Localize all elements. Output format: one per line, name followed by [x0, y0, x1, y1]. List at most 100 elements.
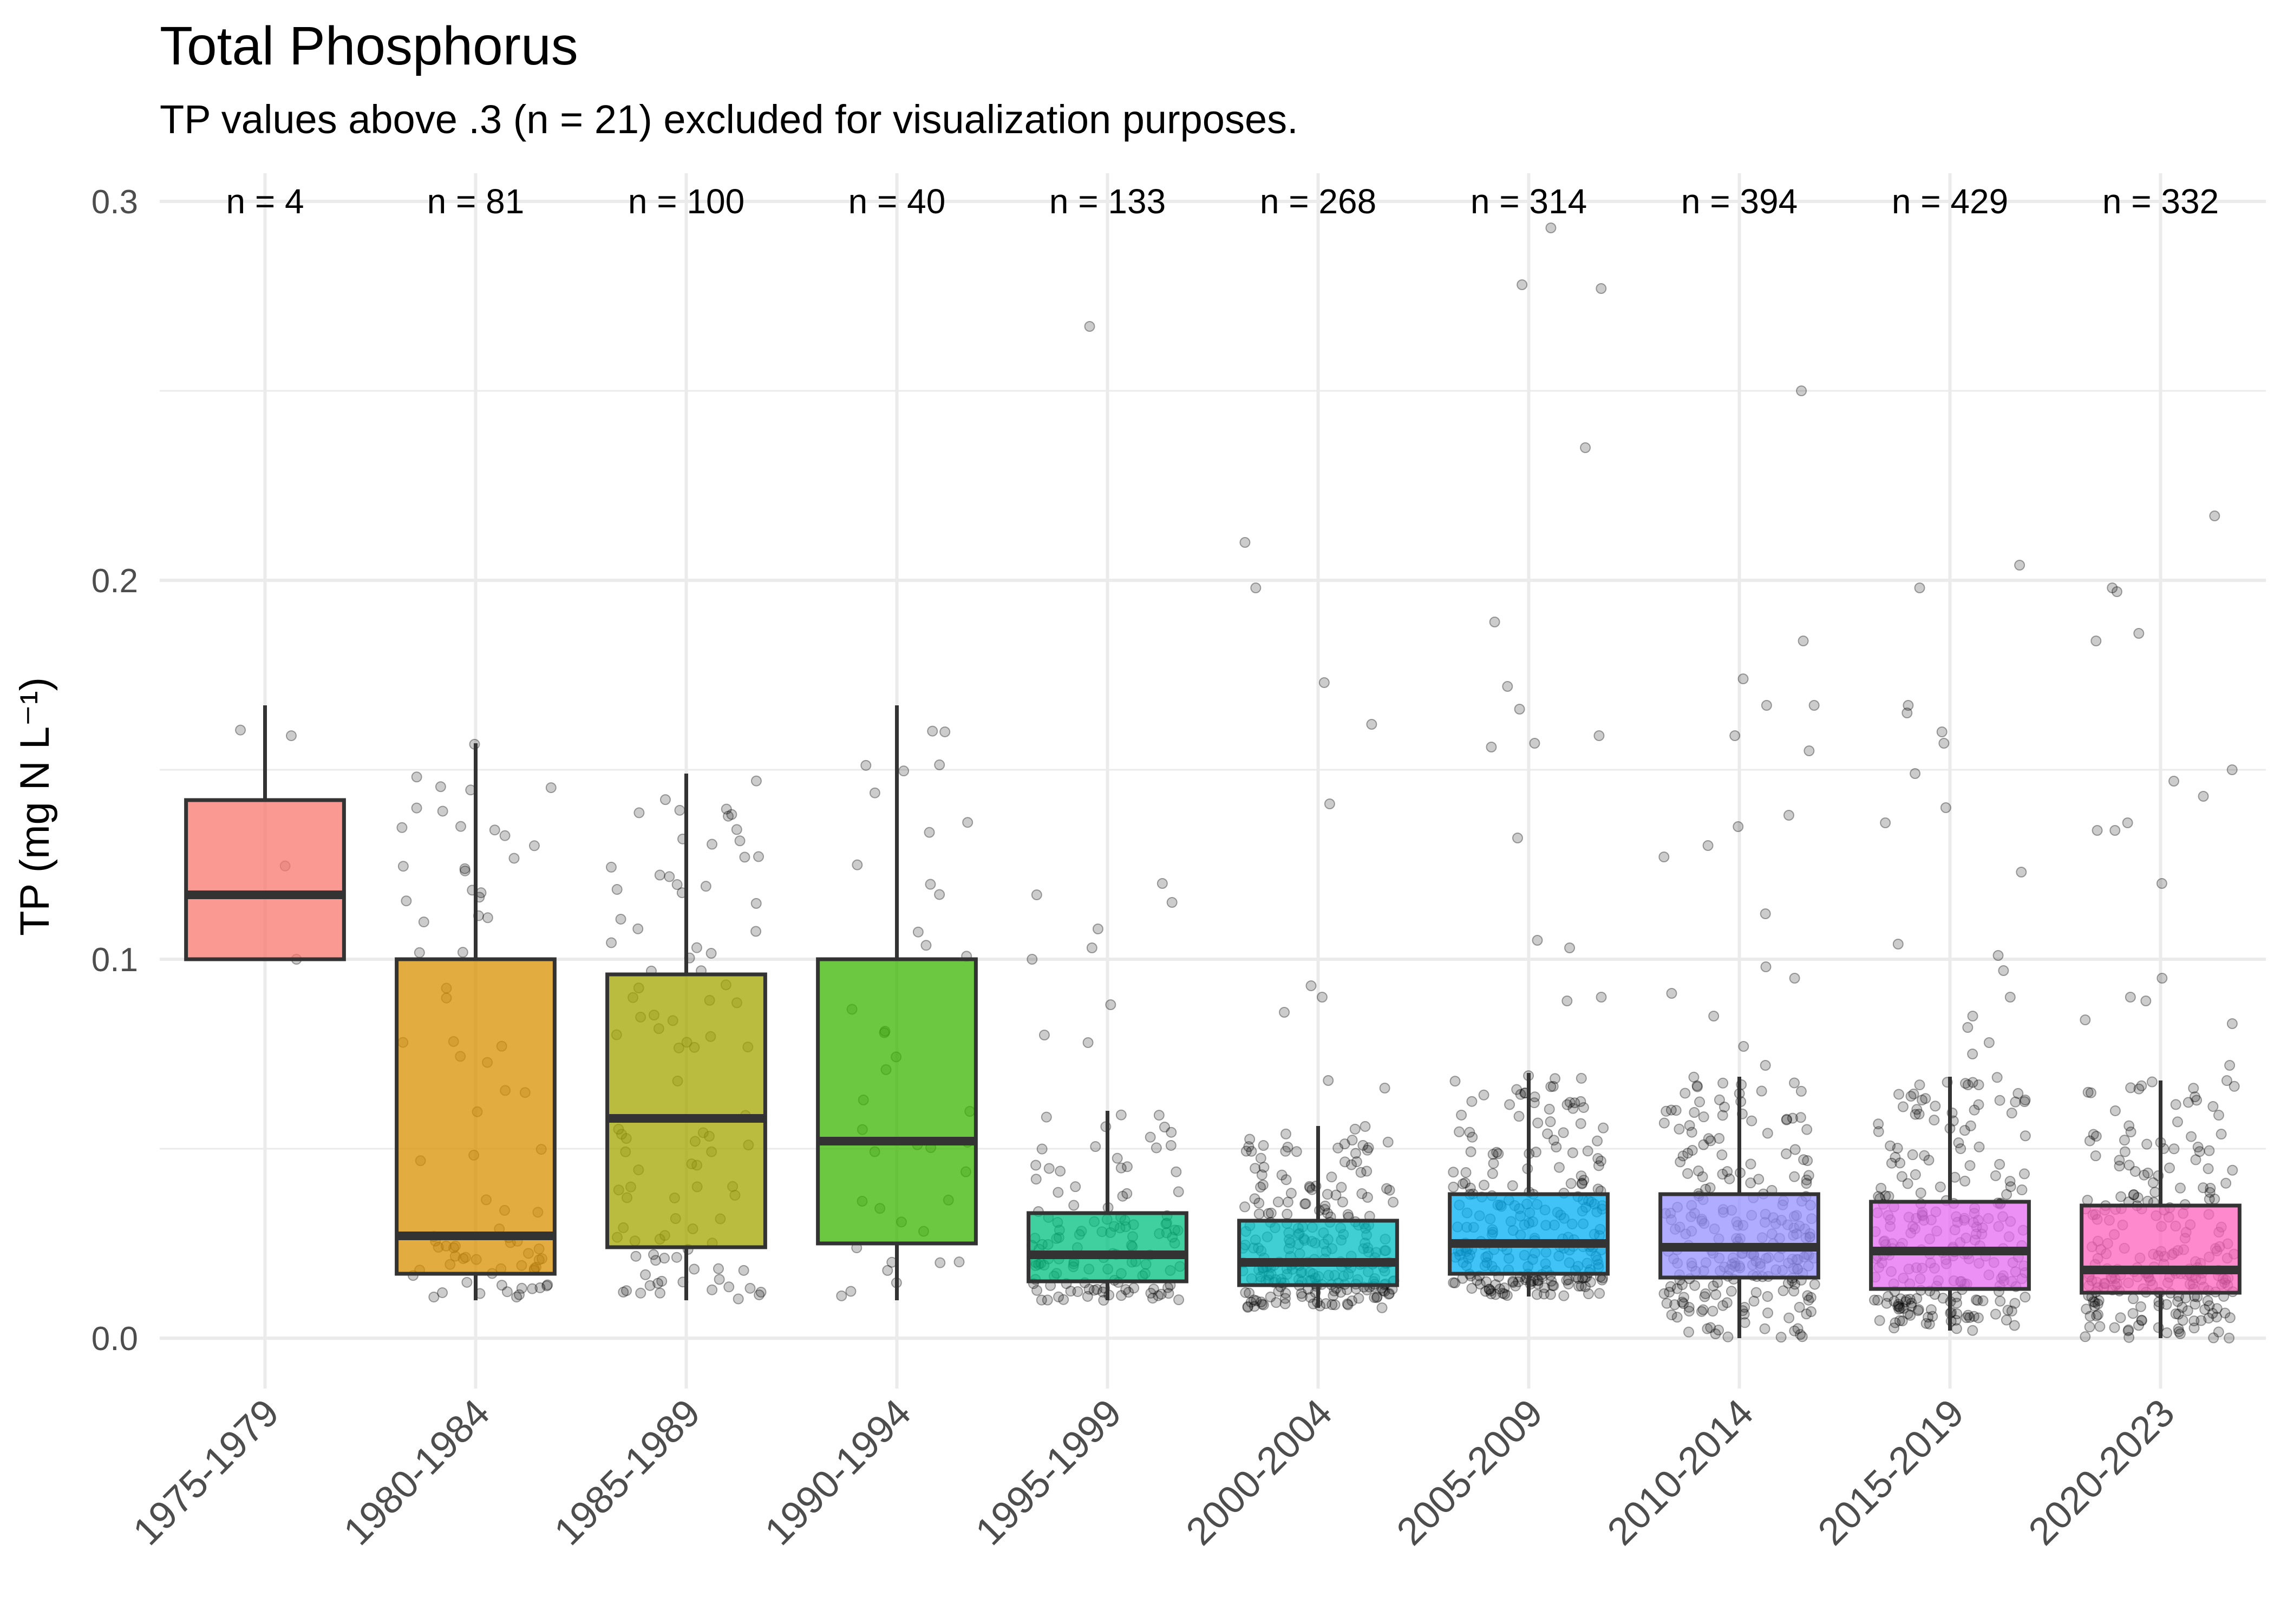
outlier-point [1729, 730, 1741, 741]
outlier-point [1936, 726, 1948, 737]
box-body [1448, 1192, 1610, 1276]
y-tick-label: 0.0 [92, 1320, 138, 1358]
data-point [2188, 1315, 2200, 1327]
data-point [1564, 1097, 1576, 1108]
count-labels: n = 4 n = 81 n = 100 n = 40 n = 133 n = 268 n … [226, 182, 2219, 221]
data-point [650, 1255, 662, 1266]
data-point [1507, 1276, 1519, 1287]
outlier-point [2157, 973, 2168, 984]
data-point [1794, 1301, 1805, 1313]
data-point [882, 1265, 893, 1276]
count-label: n = 40 [848, 182, 946, 221]
data-point [1276, 1169, 1288, 1181]
data-point [2128, 1293, 2139, 1305]
outlier-point [1517, 279, 1528, 290]
data-point [1242, 1302, 1253, 1313]
data-point [1781, 1114, 1792, 1125]
data-point [2191, 1095, 2203, 1106]
data-point [1802, 1155, 1813, 1167]
outlier-point [2198, 791, 2209, 802]
outlier-point [2004, 992, 2016, 1003]
data-point [1788, 1286, 1800, 1297]
data-point [1792, 1323, 1803, 1334]
data-point [1117, 1190, 1128, 1202]
data-point [1528, 1097, 1540, 1109]
data-point [671, 1252, 682, 1263]
data-point [1781, 1148, 1792, 1160]
outlier-point [1803, 745, 1815, 756]
data-point [2128, 1189, 2139, 1200]
data-point [2170, 1308, 2181, 1319]
data-point [1661, 1105, 1672, 1117]
data-point [852, 859, 863, 870]
data-point [1677, 1296, 1688, 1308]
outlier-point [1737, 673, 1749, 684]
outlier-point [1279, 1007, 1290, 1018]
data-point [1897, 1315, 1908, 1327]
data-point [1717, 1077, 1729, 1089]
data-point [1153, 1110, 1165, 1121]
data-point [1576, 1280, 1587, 1292]
data-point [1717, 1169, 1728, 1180]
data-point [1578, 1175, 1590, 1186]
data-point [2190, 1091, 2201, 1103]
data-point [2002, 1305, 2014, 1316]
data-point [1357, 1140, 1369, 1151]
data-point [1719, 1101, 1730, 1112]
data-point [1248, 1294, 1259, 1306]
data-point [1043, 1163, 1055, 1174]
data-point [2094, 1321, 2106, 1332]
box-2000-2004 [1237, 1126, 1399, 1308]
outlier-point [1323, 1075, 1334, 1086]
data-point [1128, 1282, 1140, 1294]
data-point [1058, 1294, 1069, 1305]
data-point [2019, 1096, 2030, 1108]
data-point [1969, 1104, 1980, 1116]
data-point [2004, 1176, 2016, 1187]
data-point [1722, 1166, 1733, 1177]
data-point [1342, 1209, 1354, 1220]
data-point [1116, 1290, 1127, 1301]
outlier-point [1580, 442, 1591, 453]
count-label: n = 100 [628, 182, 744, 221]
outlier-point [2122, 817, 2133, 828]
data-point [397, 861, 409, 872]
box-body [1869, 1200, 2031, 1291]
data-point [528, 840, 540, 852]
data-point [1449, 1076, 1461, 1087]
data-point [1682, 1148, 1694, 1159]
outlier-point [2224, 1060, 2236, 1071]
data-point [1115, 1109, 1127, 1121]
data-point [1242, 1301, 1253, 1312]
data-point [1694, 1096, 1706, 1108]
data-point [1263, 1208, 1274, 1219]
data-point [1592, 1153, 1604, 1164]
data-point [1513, 1276, 1524, 1287]
outlier-point [1760, 961, 1772, 972]
data-point [1783, 1312, 1795, 1324]
data-point [1924, 1318, 1935, 1330]
data-point [1304, 1182, 1316, 1194]
data-point [1299, 1198, 1311, 1209]
data-point [1285, 1188, 1297, 1199]
box-body [1237, 1219, 1399, 1287]
data-point [2173, 1323, 2184, 1334]
box-body [184, 798, 346, 961]
data-point [1665, 1281, 1676, 1292]
data-point [2207, 1308, 2218, 1319]
outlier-point [1250, 582, 1262, 593]
data-point [1710, 1328, 1721, 1340]
outlier-point [1798, 636, 1809, 646]
data-point [1558, 1290, 1570, 1301]
outlier-point [1596, 283, 1607, 294]
data-point [1886, 1157, 1897, 1169]
data-point [499, 830, 511, 841]
data-point [1702, 1323, 1713, 1334]
data-point [1545, 1081, 1557, 1092]
data-point [1319, 1200, 1331, 1212]
data-point [2005, 1181, 2016, 1193]
data-point [1961, 1312, 1972, 1324]
outlier-point [1962, 1022, 1974, 1033]
box-1975-1979 [184, 705, 346, 961]
data-point [1994, 1095, 2005, 1106]
